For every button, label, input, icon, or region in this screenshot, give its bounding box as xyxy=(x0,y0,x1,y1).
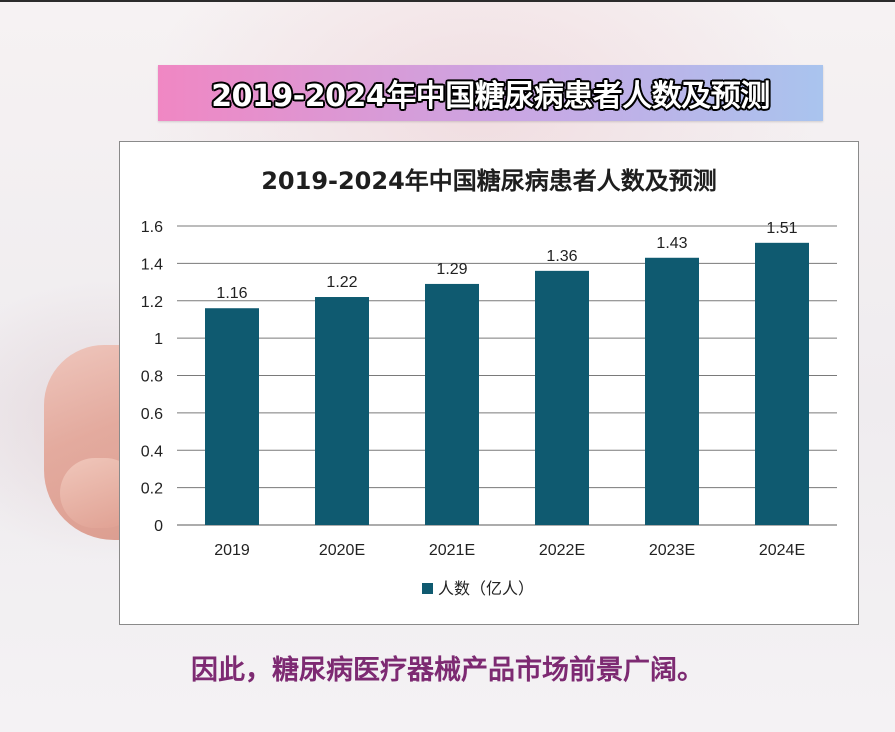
x-category-label: 2024E xyxy=(759,542,805,559)
x-category-label: 2020E xyxy=(319,542,365,559)
data-label: 1.16 xyxy=(216,285,247,302)
bars xyxy=(205,242,809,525)
gridlines xyxy=(177,225,837,526)
bar xyxy=(205,308,259,525)
bar-chart: 2019-2024年中国糖尿病患者人数及预测 0 0.2 0.4 0.6 0.8 1 1.2… xyxy=(141,167,837,598)
top-border-line xyxy=(0,0,895,2)
chart-panel: 2019-2024年中国糖尿病患者人数及预测 0 0.2 0.4 0.6 0.8 1 1.2… xyxy=(119,141,859,625)
bar xyxy=(755,242,809,525)
legend-swatch xyxy=(422,583,433,594)
legend-label: 人数（亿人） xyxy=(438,579,534,598)
x-category-label: 2019 xyxy=(214,542,250,559)
y-tick-label: 0.6 xyxy=(141,406,163,423)
bar xyxy=(315,297,369,525)
legend: 人数（亿人） xyxy=(422,579,534,598)
y-tick-label: 1.4 xyxy=(141,256,163,273)
x-category-label: 2023E xyxy=(649,542,695,559)
data-label: 1.43 xyxy=(656,235,687,252)
y-tick-label: 0.8 xyxy=(141,369,163,386)
banner-title: 2019-2024年中国糖尿病患者人数及预测 xyxy=(211,79,770,114)
y-tick-label: 1 xyxy=(154,331,163,348)
y-axis-ticks: 0 0.2 0.4 0.6 0.8 1 1.2 1.4 1.6 xyxy=(141,219,163,535)
data-label: 1.51 xyxy=(766,220,797,237)
y-tick-label: 1.2 xyxy=(141,294,163,311)
x-category-label: 2022E xyxy=(539,542,585,559)
data-label: 1.36 xyxy=(546,248,577,265)
y-tick-label: 0.4 xyxy=(141,443,163,460)
data-label: 1.22 xyxy=(326,274,357,291)
y-tick-label: 1.6 xyxy=(141,219,163,236)
data-label: 1.29 xyxy=(436,261,467,278)
bar xyxy=(645,257,699,525)
x-category-label: 2021E xyxy=(429,542,475,559)
chart-title: 2019-2024年中国糖尿病患者人数及预测 xyxy=(261,167,717,195)
bar xyxy=(535,270,589,525)
y-tick-label: 0.2 xyxy=(141,481,163,498)
caption-text: 因此，糖尿病医疗器械产品市场前景广阔。 xyxy=(191,655,704,686)
data-labels: 1.16 1.22 1.29 1.36 1.43 1.51 xyxy=(216,220,797,302)
y-tick-label: 0 xyxy=(154,518,163,535)
bar xyxy=(425,283,479,525)
title-banner: 2019-2024年中国糖尿病患者人数及预测 xyxy=(158,65,823,121)
x-axis-categories: 2019 2020E 2021E 2022E 2023E 2024E xyxy=(214,542,805,559)
